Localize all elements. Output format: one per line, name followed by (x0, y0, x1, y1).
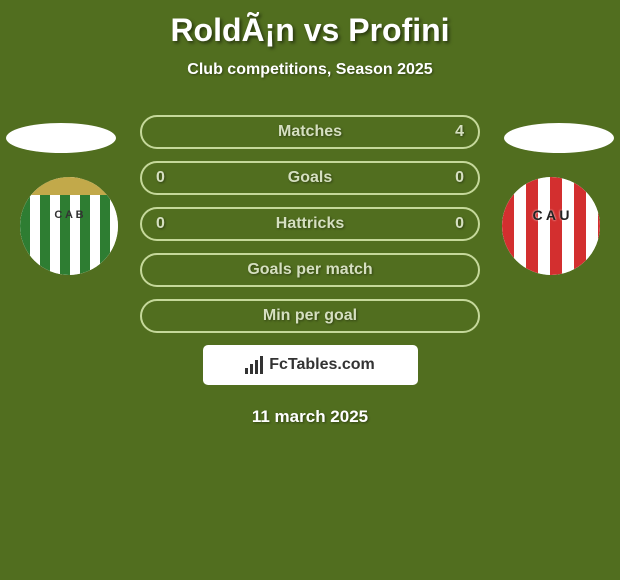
club-badge-left: C A B (20, 177, 118, 275)
avatar-left (6, 123, 116, 153)
stat-left: 0 (156, 169, 165, 187)
comparison-panel: C A B C A U Matches 4 0 Goals 0 0 Hattri… (0, 115, 620, 427)
club-badge-right: C A U (502, 177, 600, 275)
stat-row-goals-per-match: Goals per match (140, 253, 480, 287)
bar-chart-icon (245, 356, 263, 374)
badge-left-text: C A B (20, 209, 118, 221)
page-title: RoldÃ¡n vs Profini (0, 0, 620, 49)
stat-right: 0 (455, 169, 464, 187)
stat-label: Min per goal (263, 307, 357, 325)
branding-text: FcTables.com (269, 356, 375, 374)
stat-label: Goals per match (247, 261, 372, 279)
subtitle: Club competitions, Season 2025 (0, 61, 620, 79)
stat-right: 4 (455, 123, 464, 141)
stat-label: Hattricks (276, 215, 344, 233)
stat-row-matches: Matches 4 (140, 115, 480, 149)
stat-row-min-per-goal: Min per goal (140, 299, 480, 333)
stat-row-goals: 0 Goals 0 (140, 161, 480, 195)
stat-label: Matches (278, 123, 342, 141)
stat-row-hattricks: 0 Hattricks 0 (140, 207, 480, 241)
stat-right: 0 (455, 215, 464, 233)
branding-badge: FcTables.com (203, 345, 418, 385)
date-text: 11 march 2025 (0, 407, 620, 427)
avatar-right (504, 123, 614, 153)
badge-right-text: C A U (502, 207, 600, 223)
stats-list: Matches 4 0 Goals 0 0 Hattricks 0 Goals … (140, 115, 480, 333)
stat-left: 0 (156, 215, 165, 233)
stat-label: Goals (288, 169, 332, 187)
